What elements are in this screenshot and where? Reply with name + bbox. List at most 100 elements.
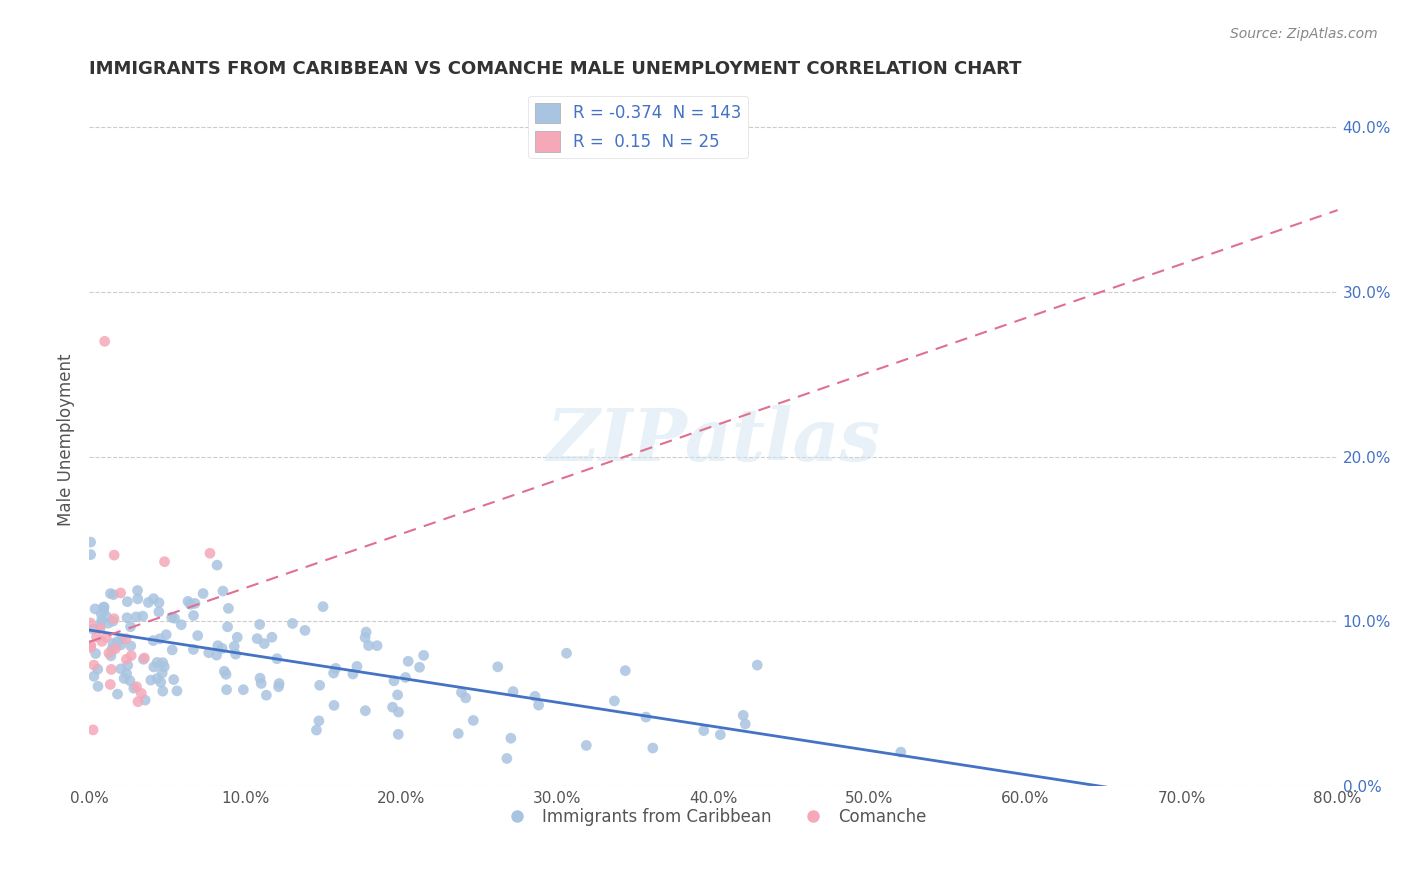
Point	[127, 591, 149, 606]
Point	[89, 621, 111, 635]
Point	[82, 723, 104, 737]
Point	[357, 639, 380, 653]
Point	[191, 586, 214, 600]
Point	[524, 690, 547, 704]
Point	[709, 728, 731, 742]
Point	[184, 596, 207, 610]
Point	[100, 648, 122, 663]
Point	[127, 583, 149, 598]
Point	[152, 684, 174, 698]
Point	[205, 558, 228, 573]
Point	[93, 604, 115, 618]
Point	[101, 641, 124, 656]
Point	[634, 710, 657, 724]
Y-axis label: Male Unemployment: Male Unemployment	[58, 354, 75, 526]
Point	[249, 671, 271, 685]
Point	[614, 664, 637, 678]
Point	[115, 666, 138, 681]
Point	[693, 723, 716, 738]
Point	[139, 673, 162, 687]
Point	[396, 654, 419, 668]
Point	[149, 675, 172, 690]
Point	[101, 614, 124, 628]
Point	[90, 613, 112, 627]
Point	[112, 672, 135, 686]
Point	[381, 700, 404, 714]
Point	[160, 610, 183, 624]
Point	[142, 633, 165, 648]
Point	[149, 632, 172, 646]
Point	[412, 648, 434, 663]
Point	[120, 620, 142, 634]
Point	[89, 618, 111, 632]
Point	[118, 673, 141, 688]
Point	[134, 693, 156, 707]
Point	[160, 643, 183, 657]
Point	[125, 610, 148, 624]
Point	[79, 535, 101, 549]
Point	[96, 609, 118, 624]
Point	[87, 679, 110, 693]
Point	[354, 704, 377, 718]
Point	[387, 727, 409, 741]
Point	[322, 666, 344, 681]
Point	[312, 599, 335, 614]
Point	[153, 660, 176, 674]
Point	[83, 669, 105, 683]
Point	[170, 617, 193, 632]
Point	[146, 672, 169, 686]
Point	[463, 714, 485, 728]
Point	[325, 661, 347, 675]
Text: Source: ZipAtlas.com: Source: ZipAtlas.com	[1230, 27, 1378, 41]
Point	[527, 698, 550, 713]
Point	[187, 629, 209, 643]
Point	[98, 677, 121, 691]
Point	[323, 698, 346, 713]
Point	[217, 620, 239, 634]
Point	[450, 685, 472, 699]
Point	[747, 658, 769, 673]
Point	[131, 686, 153, 700]
Point	[117, 595, 139, 609]
Point	[104, 641, 127, 656]
Point	[575, 739, 598, 753]
Point	[266, 651, 288, 665]
Point	[454, 690, 477, 705]
Point	[87, 662, 110, 676]
Point	[281, 616, 304, 631]
Point	[226, 630, 249, 644]
Point	[366, 639, 388, 653]
Point	[734, 717, 756, 731]
Point	[97, 646, 120, 660]
Point	[110, 586, 132, 600]
Point	[183, 642, 205, 657]
Point	[305, 723, 328, 737]
Point	[122, 681, 145, 696]
Point	[447, 726, 470, 740]
Point	[249, 617, 271, 632]
Point	[890, 745, 912, 759]
Point	[90, 634, 112, 648]
Point	[105, 634, 128, 648]
Point	[100, 662, 122, 676]
Point	[153, 555, 176, 569]
Point	[294, 624, 316, 638]
Point	[96, 630, 118, 644]
Point	[84, 647, 107, 661]
Point	[138, 595, 160, 609]
Point	[269, 676, 291, 690]
Point	[115, 652, 138, 666]
Point	[267, 680, 290, 694]
Point	[499, 731, 522, 746]
Point	[183, 608, 205, 623]
Point	[152, 656, 174, 670]
Point	[212, 584, 235, 599]
Point	[110, 662, 132, 676]
Point	[142, 591, 165, 606]
Point	[150, 665, 173, 680]
Point	[354, 631, 377, 645]
Point	[125, 680, 148, 694]
Point	[93, 334, 115, 349]
Point	[117, 658, 139, 673]
Point	[80, 615, 103, 630]
